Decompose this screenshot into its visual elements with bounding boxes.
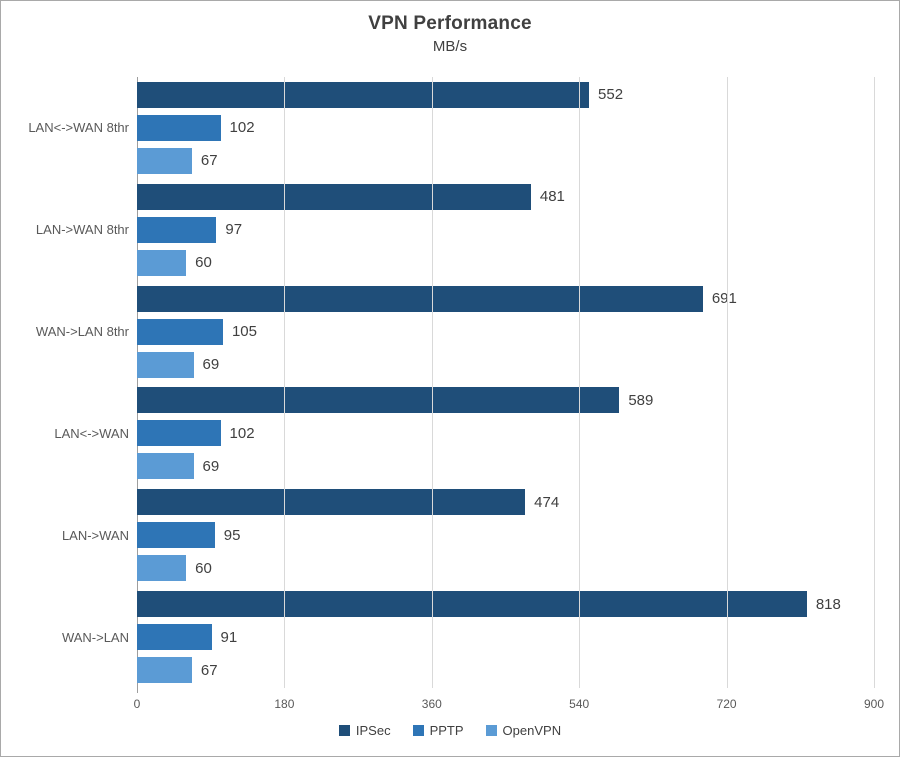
bar-row-openvpn: 60 (137, 249, 874, 276)
bar-ipsec (137, 285, 703, 312)
data-label-pptp: 97 (225, 221, 243, 239)
data-label-ipsec: 589 (628, 391, 654, 409)
data-label-openvpn: 60 (195, 559, 212, 577)
bar-row-openvpn: 69 (137, 453, 874, 480)
bar-pptp (137, 114, 221, 141)
bar-pptp (137, 420, 221, 447)
bar-row-openvpn: 67 (137, 657, 874, 684)
data-label-pptp: 102 (229, 119, 255, 137)
value-axis-ticks: 0 180 360 540 720 900 (133, 697, 884, 713)
legend: IPSec PPTP OpenVPN (1, 723, 899, 738)
bar-row-ipsec: 818 (137, 591, 874, 618)
bar-ipsec (137, 591, 807, 618)
category-label-lan-wan: LAN->WAN (61, 527, 129, 543)
data-label-pptp: 91 (220, 628, 238, 646)
bar-row-ipsec: 474 (137, 489, 874, 516)
data-label-openvpn: 67 (200, 152, 218, 170)
x-tick-label-0: 0 (133, 697, 141, 711)
bar-group-lan-wan: 589 102 69 (137, 382, 874, 484)
legend-label-openvpn: OpenVPN (502, 723, 562, 738)
bar-row-ipsec: 481 (137, 183, 874, 210)
bar-openvpn (137, 249, 187, 276)
category-label-lan-wan-8thr: LAN->WAN 8thr (35, 222, 129, 238)
x-tick-label-720: 720 (716, 697, 737, 711)
data-label-openvpn: 60 (195, 254, 212, 272)
bar-group-lan-wan-8thr: 552 102 67 (137, 77, 874, 179)
bar-openvpn (137, 147, 192, 174)
legend-label-ipsec: IPSec (355, 723, 391, 738)
bar-row-openvpn: 60 (137, 555, 874, 582)
bar-row-ipsec: 691 (137, 285, 874, 312)
bar-group-wan-lan-8thr: 691 105 69 (137, 281, 874, 383)
chart-title: VPN Performance (368, 13, 532, 34)
bar-pptp (137, 318, 223, 345)
category-label-wan-lan-8thr: WAN->LAN 8thr (35, 324, 129, 340)
bar-row-pptp: 102 (137, 420, 874, 447)
data-label-ipsec: 818 (815, 595, 841, 613)
legend-swatch-pptp (412, 725, 424, 736)
data-label-pptp: 95 (223, 526, 241, 544)
value-axis-line (137, 77, 138, 693)
legend-swatch-ipsec (338, 725, 350, 736)
bar-ipsec (137, 387, 620, 414)
x-tick-label-360: 360 (421, 697, 442, 711)
legend-item-pptp: PPTP (412, 723, 464, 738)
data-label-ipsec: 474 (534, 493, 560, 511)
gridline-360 (431, 77, 433, 688)
legend-item-openvpn: OpenVPN (485, 723, 562, 738)
gridline-180 (284, 77, 286, 688)
bar-pptp (137, 522, 215, 549)
data-label-openvpn: 69 (202, 457, 220, 475)
x-tick-label-540: 540 (569, 697, 590, 711)
bar-row-ipsec: 552 (137, 81, 874, 108)
data-label-openvpn: 69 (202, 356, 220, 374)
gridline-900 (874, 77, 875, 688)
x-tick-label-900: 900 (863, 697, 885, 711)
bar-openvpn (137, 351, 194, 378)
data-label-ipsec: 552 (598, 86, 624, 104)
category-label-lan-wan: LAN<->WAN (54, 425, 129, 441)
bar-ipsec (137, 183, 531, 210)
bar-ipsec (137, 81, 590, 108)
bar-groups: 552 102 67 481 97 60 691 105 69 589 102 69 474 95 60 81… (137, 77, 874, 688)
legend-swatch-openvpn (485, 725, 497, 736)
chart-subtitle: MB/s (432, 38, 468, 55)
data-label-ipsec: 691 (711, 290, 737, 308)
bar-group-wan-lan: 818 91 67 (137, 586, 874, 688)
bar-row-pptp: 91 (137, 624, 874, 651)
data-label-openvpn: 67 (200, 661, 218, 679)
bar-ipsec (137, 489, 526, 516)
bar-openvpn (137, 453, 194, 480)
bar-pptp (137, 216, 217, 243)
x-tick-label-180: 180 (274, 697, 295, 711)
data-label-pptp: 105 (231, 323, 257, 341)
legend-label-pptp: PPTP (429, 723, 464, 738)
chart-header: VPN Performance MB/s (1, 13, 899, 55)
bar-openvpn (137, 555, 187, 582)
data-label-pptp: 102 (229, 424, 255, 442)
bar-row-pptp: 95 (137, 522, 874, 549)
bar-pptp (137, 624, 212, 651)
bar-group-lan-wan-8thr: 481 97 60 (137, 179, 874, 281)
data-label-ipsec: 481 (539, 188, 565, 206)
category-label-wan-lan: WAN->LAN (61, 629, 129, 645)
category-axis: LAN<->WAN 8thr LAN->WAN 8thr WAN->LAN 8thr… (2, 77, 129, 688)
bar-group-lan-wan: 474 95 60 (137, 484, 874, 586)
bar-row-ipsec: 589 (137, 387, 874, 414)
gridline-540 (579, 77, 581, 688)
category-label-lan-wan-8thr: LAN<->WAN 8thr (28, 120, 129, 136)
gridline-720 (726, 77, 728, 688)
bar-row-pptp: 102 (137, 114, 874, 141)
legend-item-ipsec: IPSec (338, 723, 391, 738)
bar-row-openvpn: 69 (137, 351, 874, 378)
bar-openvpn (137, 657, 192, 684)
bar-row-pptp: 97 (137, 216, 874, 243)
plot-area: 552 102 67 481 97 60 691 105 69 589 102 69 474 95 60 81… (137, 77, 875, 693)
bar-row-pptp: 105 (137, 318, 874, 345)
bar-row-openvpn: 67 (137, 147, 874, 174)
